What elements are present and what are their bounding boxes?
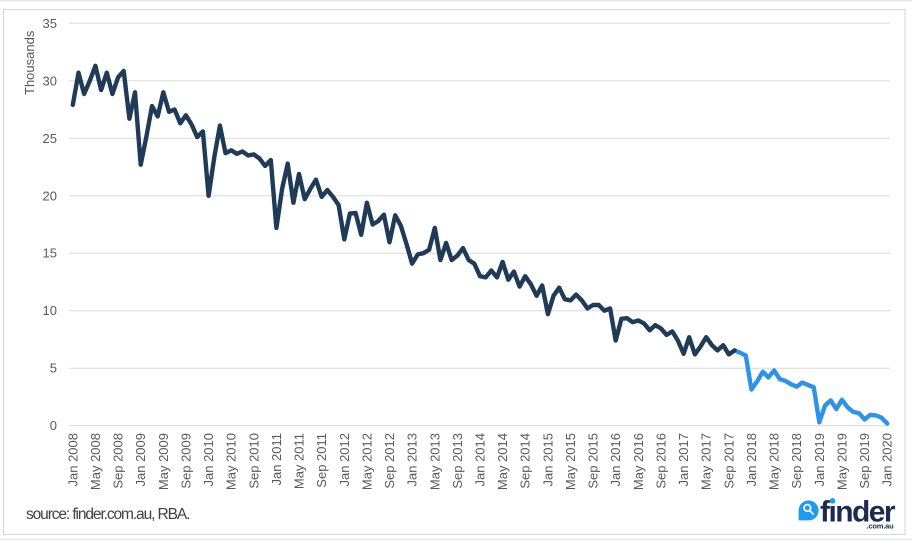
- svg-text:May 2013: May 2013: [427, 433, 442, 490]
- svg-text:source: finder.com.au, RBA.: source: finder.com.au, RBA.: [26, 506, 189, 523]
- svg-text:Jan 2009: Jan 2009: [133, 433, 148, 487]
- svg-text:Sep 2019: Sep 2019: [857, 433, 872, 489]
- svg-text:May 2016: May 2016: [631, 433, 646, 490]
- svg-text:May 2017: May 2017: [699, 433, 714, 490]
- svg-text:May 2015: May 2015: [563, 433, 578, 490]
- svg-text:0: 0: [50, 418, 57, 433]
- svg-text:May 2009: May 2009: [156, 433, 171, 490]
- svg-text:Sep 2012: Sep 2012: [382, 433, 397, 489]
- svg-text:Sep 2008: Sep 2008: [111, 433, 126, 489]
- svg-text:10: 10: [43, 303, 57, 318]
- svg-text:Sep 2011: Sep 2011: [314, 433, 329, 488]
- svg-text:Jan 2020: Jan 2020: [880, 433, 895, 487]
- svg-text:Jan 2008: Jan 2008: [65, 433, 80, 487]
- svg-text:Jan 2017: Jan 2017: [676, 433, 691, 487]
- svg-text:Jan 2019: Jan 2019: [812, 433, 827, 487]
- svg-text:May 2010: May 2010: [224, 433, 239, 490]
- svg-text:Jan 2016: Jan 2016: [608, 433, 623, 487]
- svg-text:May 2018: May 2018: [767, 433, 782, 490]
- svg-text:Jan 2018: Jan 2018: [744, 433, 759, 487]
- svg-text:25: 25: [43, 131, 57, 146]
- svg-text:Thousands: Thousands: [22, 30, 37, 95]
- svg-text:Sep 2010: Sep 2010: [246, 433, 261, 489]
- svg-text:May 2019: May 2019: [834, 433, 849, 490]
- svg-text:15: 15: [43, 246, 57, 261]
- svg-text:May 2008: May 2008: [88, 433, 103, 490]
- svg-text:Sep 2016: Sep 2016: [654, 433, 669, 489]
- svg-text:Sep 2014: Sep 2014: [518, 433, 533, 489]
- svg-text:Jan 2012: Jan 2012: [337, 433, 352, 487]
- svg-text:20: 20: [43, 188, 57, 203]
- svg-text:Jan 2015: Jan 2015: [540, 433, 555, 487]
- svg-text:Jan 2014: Jan 2014: [473, 433, 488, 487]
- svg-text:Jan 2011: Jan 2011: [269, 433, 284, 486]
- svg-text:May 2011: May 2011: [292, 433, 307, 489]
- svg-text:.com.au: .com.au: [867, 522, 895, 531]
- svg-text:30: 30: [43, 73, 57, 88]
- svg-text:Sep 2013: Sep 2013: [450, 433, 465, 489]
- svg-text:35: 35: [43, 16, 57, 31]
- svg-text:Sep 2017: Sep 2017: [721, 433, 736, 489]
- svg-text:Jan 2013: Jan 2013: [405, 433, 420, 487]
- svg-text:5: 5: [50, 361, 57, 376]
- svg-text:Sep 2015: Sep 2015: [586, 433, 601, 489]
- svg-text:May 2014: May 2014: [495, 433, 510, 490]
- svg-text:Jan 2010: Jan 2010: [201, 433, 216, 487]
- svg-text:Sep 2018: Sep 2018: [789, 433, 804, 489]
- svg-text:Sep 2009: Sep 2009: [178, 433, 193, 489]
- svg-text:May 2012: May 2012: [359, 433, 374, 490]
